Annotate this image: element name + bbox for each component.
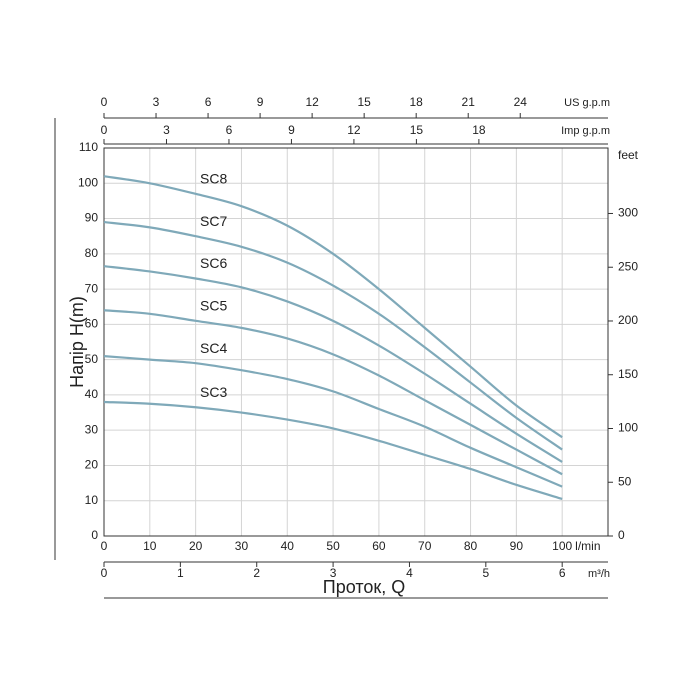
x-unit-label: l/min bbox=[575, 539, 600, 553]
axis-tick-label: 3 bbox=[153, 95, 160, 109]
y-tick-label: 60 bbox=[85, 317, 99, 331]
axis-tick-label: 2 bbox=[253, 566, 260, 580]
curve-label: SC5 bbox=[200, 298, 227, 314]
axis-tick-label: 1 bbox=[177, 566, 184, 580]
y2-unit-label: feet bbox=[618, 148, 639, 162]
curve bbox=[103, 309, 563, 476]
x-tick-label: 60 bbox=[372, 539, 386, 553]
axis-tick-label: 18 bbox=[410, 95, 424, 109]
x-tick-label: 90 bbox=[510, 539, 524, 553]
axis-tick-label: 4 bbox=[406, 566, 413, 580]
x-tick-label: 0 bbox=[101, 539, 108, 553]
curve bbox=[103, 355, 563, 488]
y-tick-label: 70 bbox=[85, 281, 99, 295]
curve bbox=[103, 265, 563, 463]
axis-tick-label: 9 bbox=[288, 123, 295, 137]
y2-tick-label: 250 bbox=[618, 259, 638, 273]
axis-tick-label: 9 bbox=[257, 95, 264, 109]
y2-tick-label: 200 bbox=[618, 313, 638, 327]
y2-tick-label: 50 bbox=[618, 474, 632, 488]
curve-label: SC6 bbox=[200, 255, 227, 271]
y-tick-label: 100 bbox=[78, 175, 98, 189]
axis-tick-label: 5 bbox=[482, 566, 489, 580]
y2-tick-label: 300 bbox=[618, 206, 638, 220]
axis-tick-label: 3 bbox=[330, 566, 337, 580]
axis-tick-label: 12 bbox=[305, 95, 319, 109]
x-tick-label: 10 bbox=[143, 539, 157, 553]
curve-label: SC8 bbox=[200, 171, 227, 187]
x-tick-label: 20 bbox=[189, 539, 203, 553]
y2-tick-label: 150 bbox=[618, 367, 638, 381]
x-tick-label: 50 bbox=[326, 539, 340, 553]
axis-tick-label: 0 bbox=[101, 95, 108, 109]
y-tick-label: 80 bbox=[85, 246, 99, 260]
y-tick-label: 110 bbox=[79, 140, 98, 154]
y2-tick-label: 100 bbox=[618, 421, 638, 435]
curve bbox=[103, 175, 563, 439]
axis-tick-label: 15 bbox=[410, 123, 424, 137]
x-tick-label: 30 bbox=[235, 539, 249, 553]
axis-tick-label: 3 bbox=[163, 123, 170, 137]
plot-frame bbox=[103, 147, 609, 537]
axis-tick-label: 6 bbox=[226, 123, 233, 137]
axis-tick-label: 21 bbox=[462, 95, 476, 109]
axis-unit-label: US g.p.m bbox=[564, 97, 610, 109]
y-axis-label: Напір H(m) bbox=[67, 296, 87, 388]
axis-tick-label: 0 bbox=[101, 566, 108, 580]
axis-tick-label: 0 bbox=[101, 123, 108, 137]
y-tick-label: 40 bbox=[85, 387, 99, 401]
axis-tick-label: 18 bbox=[472, 123, 486, 137]
axis-tick-label: 12 bbox=[347, 123, 361, 137]
x-tick-label: 80 bbox=[464, 539, 478, 553]
y-tick-label: 50 bbox=[85, 352, 99, 366]
axis-unit-label: m³/h bbox=[588, 568, 610, 580]
y-tick-label: 30 bbox=[85, 422, 99, 436]
axis-tick-label: 15 bbox=[357, 95, 371, 109]
axis-unit-label: Imp g.p.m bbox=[561, 125, 610, 137]
curve-label: SC7 bbox=[200, 213, 227, 229]
x-axis-label: Проток, Q bbox=[323, 577, 406, 597]
curve bbox=[103, 400, 563, 501]
x-tick-label: 70 bbox=[418, 539, 432, 553]
x-tick-label: 40 bbox=[281, 539, 295, 553]
curve bbox=[103, 220, 563, 451]
y2-tick-label: 0 bbox=[618, 528, 625, 542]
y-tick-label: 10 bbox=[85, 493, 99, 507]
axis-tick-label: 6 bbox=[559, 566, 566, 580]
axis-tick-label: 6 bbox=[205, 95, 212, 109]
curve-label: SC4 bbox=[200, 340, 227, 356]
axis-tick-label: 24 bbox=[514, 95, 528, 109]
y-tick-label: 0 bbox=[91, 528, 98, 542]
y-tick-label: 20 bbox=[85, 458, 99, 472]
x-tick-label: 100 bbox=[552, 539, 572, 553]
curve-label: SC3 bbox=[200, 384, 227, 400]
y-tick-label: 90 bbox=[85, 211, 99, 225]
